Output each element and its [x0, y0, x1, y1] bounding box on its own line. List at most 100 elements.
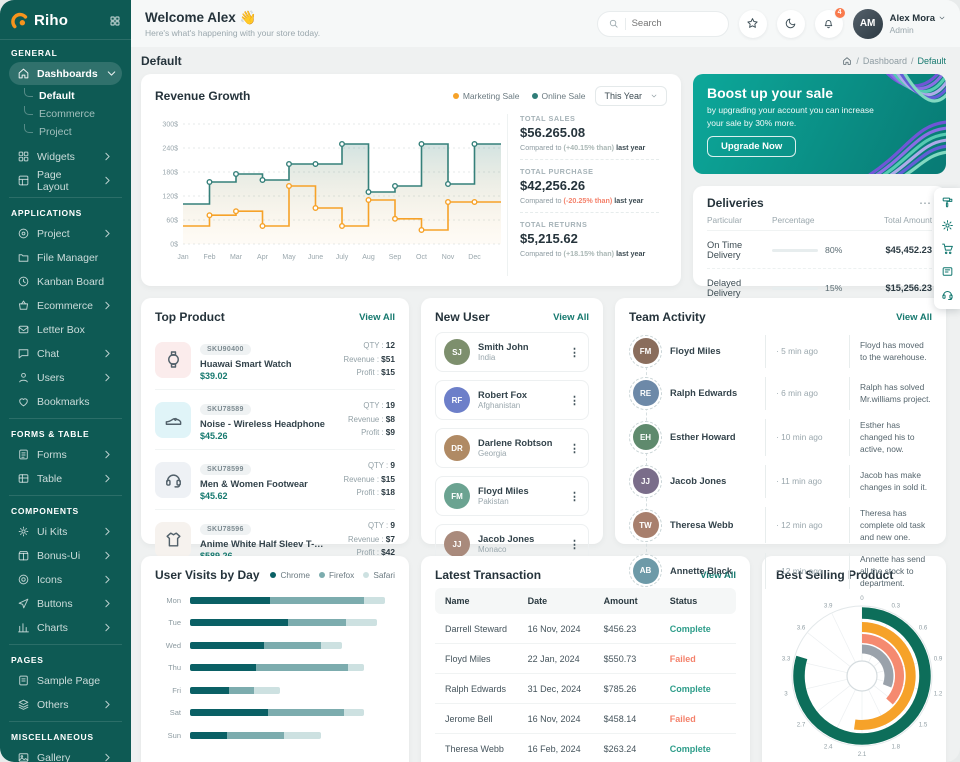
transactions-view-all[interactable]: View All [700, 569, 736, 581]
product-metrics: QTY : 12 Revenue : $51 Profit : $15 [343, 339, 395, 378]
product-row-noise-wireless-headphone[interactable]: SKU78589 Noise - Wireless Headphone $45.… [155, 389, 395, 449]
sidebar-item-ui-kits[interactable]: Ui Kits [9, 520, 122, 543]
tx-date: 31 Dec, 2024 [527, 683, 582, 694]
new-user-row-robert-fox[interactable]: RF Robert Fox Afghanistan ⋮ [435, 380, 589, 420]
legend-item-marketing-sale: Marketing Sale [452, 91, 520, 101]
product-metrics: QTY : 19 Revenue : $8 Profit : $9 [348, 399, 395, 438]
sidebar-subitem-ecommerce[interactable]: Ecommerce [24, 105, 122, 123]
form-icon [17, 448, 30, 461]
bar-segment-firefox [288, 619, 346, 626]
nav-section-applications: APPLICATIONS Project File Manager [9, 197, 122, 413]
cart-icon[interactable] [941, 242, 954, 255]
sidebar-item-project[interactable]: Project [9, 222, 122, 245]
roller-icon[interactable] [941, 196, 954, 209]
sidebar-item-icons[interactable]: Icons [9, 568, 122, 591]
kebab-menu-icon[interactable]: ⋮ [569, 490, 580, 503]
kanban-icon[interactable] [941, 265, 954, 278]
sidebar-item-forms[interactable]: Forms [9, 443, 122, 466]
avatar: JJ [444, 531, 470, 557]
best-selling-title: Best Selling Product [776, 568, 894, 582]
headset-icon[interactable] [941, 288, 954, 301]
visits-bar-sat: Sat [155, 708, 395, 717]
avatar: EH [629, 420, 662, 454]
sidebar-item-kanban-board[interactable]: Kanban Board [9, 270, 122, 293]
search-divider [624, 17, 626, 30]
activity-time: · 10 min ago [765, 418, 849, 456]
basket-icon [17, 299, 30, 312]
kebab-menu-icon[interactable]: ⋮ [569, 394, 580, 407]
deliveries-menu-button[interactable]: ⋯ [919, 196, 932, 210]
sidebar-subitem-default[interactable]: Default [24, 87, 122, 105]
sidebar-item-letter-box[interactable]: Letter Box [9, 318, 122, 341]
sidebar-item-others[interactable]: Others [9, 693, 122, 716]
sidebar-item-bonus-ui[interactable]: Bonus-Ui [9, 544, 122, 567]
bar-segment-firefox [226, 731, 285, 739]
sidebar-item-gallery[interactable]: Gallery [9, 746, 122, 762]
dark-mode-button[interactable] [776, 9, 805, 38]
sidebar-item-ecommerce[interactable]: Ecommerce [9, 294, 122, 317]
product-image [155, 401, 191, 438]
user-role: Admin [889, 24, 914, 35]
notifications-button[interactable]: 4 [814, 6, 846, 38]
top-product-card: Top Product View All SKU90400 Huawai Sma… [141, 298, 409, 561]
product-name: Huawai Smart Watch [200, 359, 292, 369]
new-user-row-darlene-robtson[interactable]: DR Darlene Robtson Georgia ⋮ [435, 428, 589, 468]
svg-text:0.3: 0.3 [891, 603, 900, 610]
new-user-view-all[interactable]: View All [553, 311, 589, 323]
home-icon[interactable] [842, 56, 852, 66]
bar-segment-safari [345, 619, 377, 626]
top-product-view-all[interactable]: View All [359, 311, 395, 323]
kebab-menu-icon[interactable]: ⋮ [569, 442, 580, 455]
layers-icon [17, 698, 30, 711]
sidebar-item-dashboards[interactable]: Dashboards [9, 62, 122, 85]
search-input[interactable] [631, 18, 704, 29]
sidebar-item-page-layout[interactable]: Page Layout [9, 169, 122, 193]
image-icon [17, 751, 30, 762]
avatar: JJ [629, 464, 662, 498]
search-icon [608, 18, 619, 29]
gear-icon[interactable] [941, 219, 954, 232]
product-row-huawai-smart-watch[interactable]: SKU90400 Huawai Smart Watch $39.02 QTY :… [155, 330, 395, 389]
transaction-row-jerome-bell: Jerome Bell 16 Nov, 2024 $458.14 Failed [435, 704, 736, 734]
sidebar-item-widgets[interactable]: Widgets [9, 145, 122, 168]
kebab-menu-icon[interactable]: ⋮ [569, 346, 580, 359]
heart-icon [17, 395, 30, 408]
activity-row-theresa-webb: TW Theresa Webb · 12 min ago Theresa has… [629, 502, 932, 548]
brand-logo[interactable]: Riho [0, 0, 131, 40]
status-badge: Failed [669, 653, 696, 664]
star-button[interactable] [738, 9, 767, 38]
new-user-row-floyd-miles[interactable]: FM Floyd Miles Pakistan ⋮ [435, 476, 589, 516]
sidebar-item-chat[interactable]: Chat [9, 342, 122, 365]
team-activity-view-all[interactable]: View All [896, 311, 932, 323]
sidebar-item-charts[interactable]: Charts [9, 616, 122, 639]
svg-text:240$: 240$ [162, 146, 178, 153]
sidebar: Riho GENERAL Dashboards Default Ecommerc… [0, 0, 131, 762]
sidebar-item-sample-page[interactable]: Sample Page [9, 669, 122, 692]
sidebar-item-users[interactable]: Users [9, 366, 122, 389]
transaction-row-ralph-edwards: Ralph Edwards 31 Dec, 2024 $785.26 Compl… [435, 674, 736, 704]
sidebar-item-bookmarks[interactable]: Bookmarks [9, 390, 122, 413]
bar-segment-firefox [269, 596, 365, 604]
profile-menu[interactable]: AM Alex Mora Admin [852, 8, 946, 39]
bar-segment-safari [343, 709, 365, 716]
sidebar-item-table[interactable]: Table [9, 467, 122, 490]
sidebar-item-buttons[interactable]: Buttons [9, 592, 122, 615]
latest-transaction-card: Latest Transaction View All Name Date Am… [421, 556, 750, 762]
breadcrumb-dashboard[interactable]: Dashboard [862, 56, 907, 66]
kebab-menu-icon[interactable]: ⋮ [569, 538, 580, 551]
sidebar-subitem-project[interactable]: Project [24, 123, 122, 141]
svg-text:3.6: 3.6 [797, 624, 806, 631]
clock-icon [17, 275, 30, 288]
new-user-row-smith-john[interactable]: SJ Smith John India ⋮ [435, 332, 589, 372]
period-select[interactable]: This Year [595, 86, 667, 106]
breadcrumb-sep: / [910, 56, 914, 66]
progress-bar [772, 248, 818, 252]
sidebar-toggle-icon[interactable] [109, 15, 121, 27]
sidebar-submenu: Default Ecommerce Project [9, 86, 122, 144]
product-row-men-women-footwear[interactable]: SKU78599 Men & Women Footwear $45.62 QTY… [155, 449, 395, 509]
upgrade-now-button[interactable]: Upgrade Now [707, 135, 797, 157]
sidebar-item-file-manager[interactable]: File Manager [9, 246, 122, 269]
user-visits-card: User Visits by Day Chrome Firefox Safari M… [141, 556, 409, 762]
svg-text:Dec: Dec [468, 254, 481, 261]
search-box[interactable] [596, 10, 729, 37]
